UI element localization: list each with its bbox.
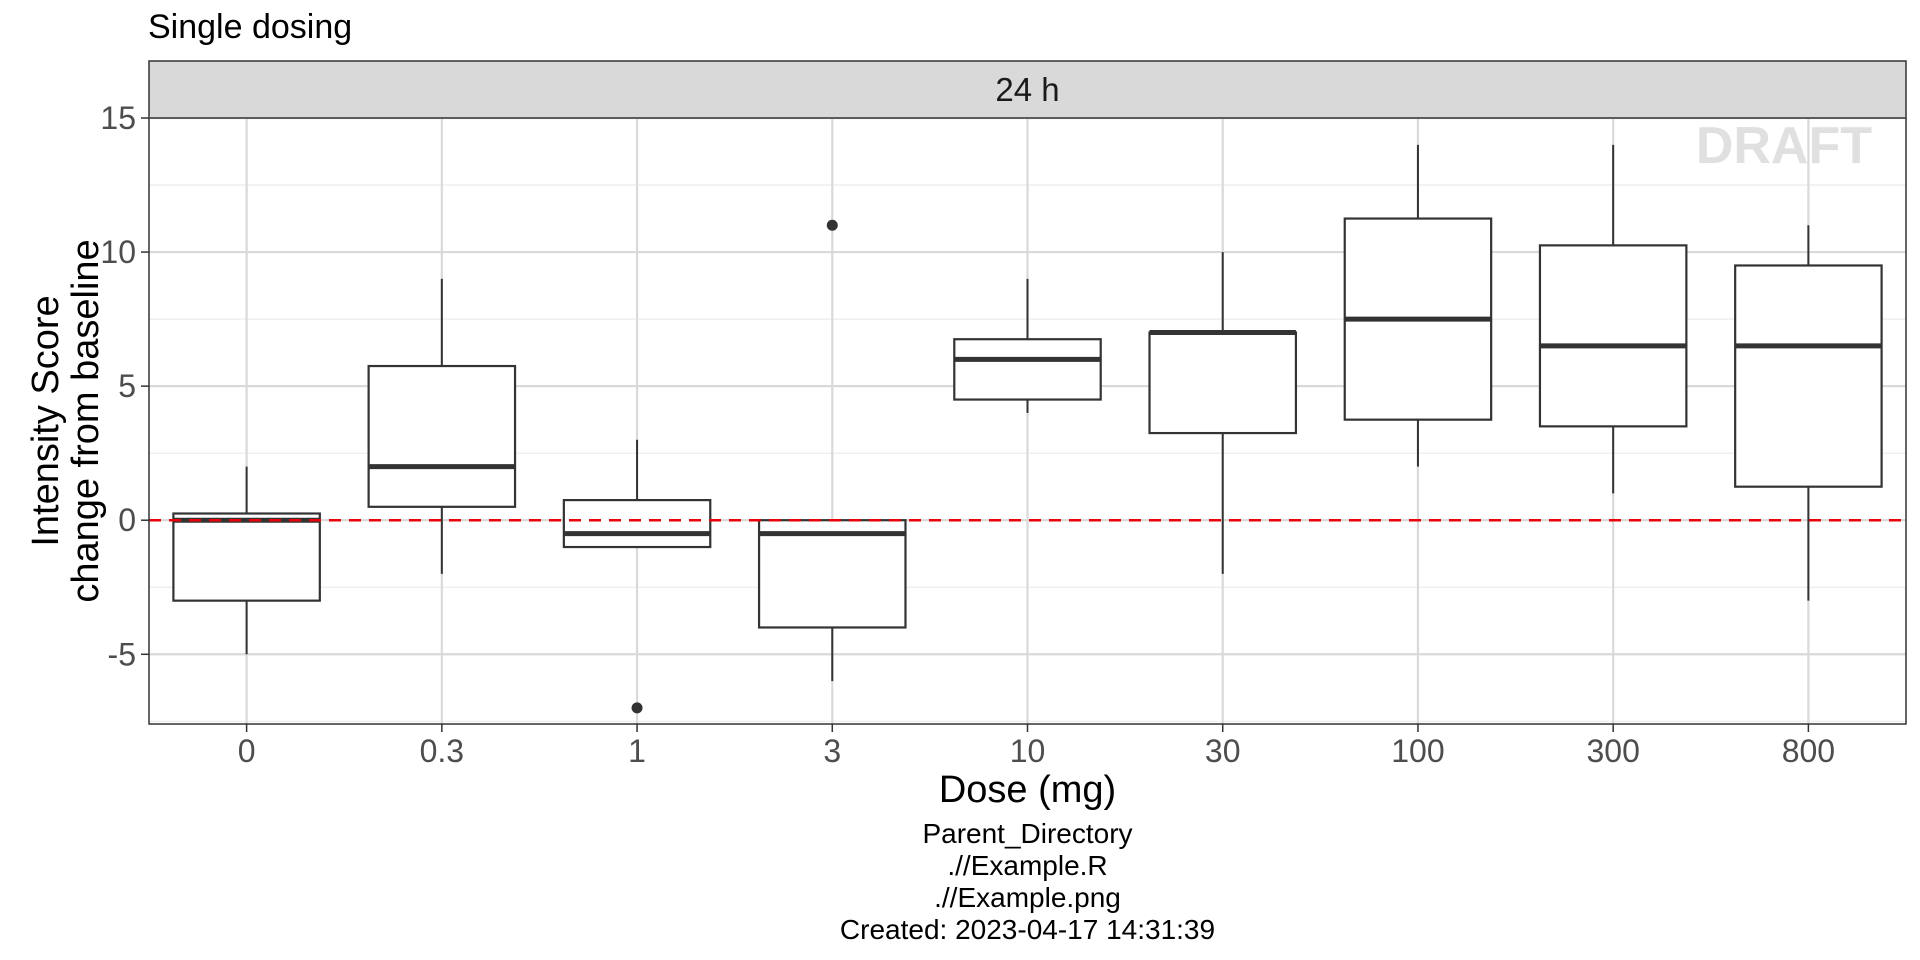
x-axis-title: Dose (mg) xyxy=(939,769,1116,811)
box-1 xyxy=(562,439,712,714)
caption-line-3: .//Example.png xyxy=(934,882,1121,913)
caption-line-4: Created: 2023-04-17 14:31:39 xyxy=(840,914,1215,945)
caption: Parent_Directory .//Example.R .//Example… xyxy=(840,818,1215,945)
x-tick-label: 30 xyxy=(1205,733,1241,769)
x-tick-label: 800 xyxy=(1782,733,1835,769)
box-body xyxy=(1538,244,1688,428)
y-tick-label: 15 xyxy=(100,100,136,136)
box-body xyxy=(172,512,321,602)
box-body xyxy=(757,519,907,629)
y-axis-title: Intensity Score change from baseline xyxy=(25,239,107,602)
x-axis: 0 0.3 1 3 10 30 100 300 800 xyxy=(238,724,1835,769)
x-tick-label: 10 xyxy=(1010,733,1046,769)
caption-line-1: Parent_Directory xyxy=(922,818,1132,849)
y-tick-label: 0 xyxy=(118,502,136,538)
box-3 xyxy=(757,219,907,682)
box-800 xyxy=(1734,225,1883,601)
box-marks xyxy=(149,144,1906,714)
box-body xyxy=(562,499,712,549)
x-tick-label: 300 xyxy=(1586,733,1639,769)
box-10 xyxy=(953,278,1102,413)
box-body xyxy=(953,338,1102,401)
draft-watermark: DRAFT xyxy=(1696,117,1872,175)
y-axis: -5 0 5 10 15 xyxy=(100,100,149,672)
box-body xyxy=(1148,331,1298,435)
box-body xyxy=(1734,264,1883,488)
box-30 xyxy=(1148,252,1298,574)
outlier-point xyxy=(826,219,838,231)
y-axis-title-line-1: Intensity Score xyxy=(25,295,67,546)
box-100 xyxy=(1343,144,1493,467)
y-tick-label: 5 xyxy=(118,368,136,404)
y-axis-title-line-2: change from baseline xyxy=(65,239,107,602)
x-tick-label: 100 xyxy=(1391,733,1444,769)
chart-title: Single dosing xyxy=(148,8,352,46)
box-0-3 xyxy=(367,278,517,574)
x-tick-label: 3 xyxy=(823,733,841,769)
outlier-point xyxy=(631,702,643,714)
y-tick-label: 10 xyxy=(100,234,136,270)
x-tick-label: 1 xyxy=(628,733,646,769)
box-300 xyxy=(1538,144,1688,494)
watermark-layer: DRAFT xyxy=(1696,117,1872,175)
x-tick-label: 0.3 xyxy=(420,733,464,769)
x-tick-label: 0 xyxy=(238,733,256,769)
caption-line-2: .//Example.R xyxy=(947,850,1107,881)
y-tick-label: -5 xyxy=(108,636,136,672)
facet-strip xyxy=(148,60,1907,119)
facet-strip-label: 24 h xyxy=(995,71,1059,108)
box-body xyxy=(367,364,517,508)
